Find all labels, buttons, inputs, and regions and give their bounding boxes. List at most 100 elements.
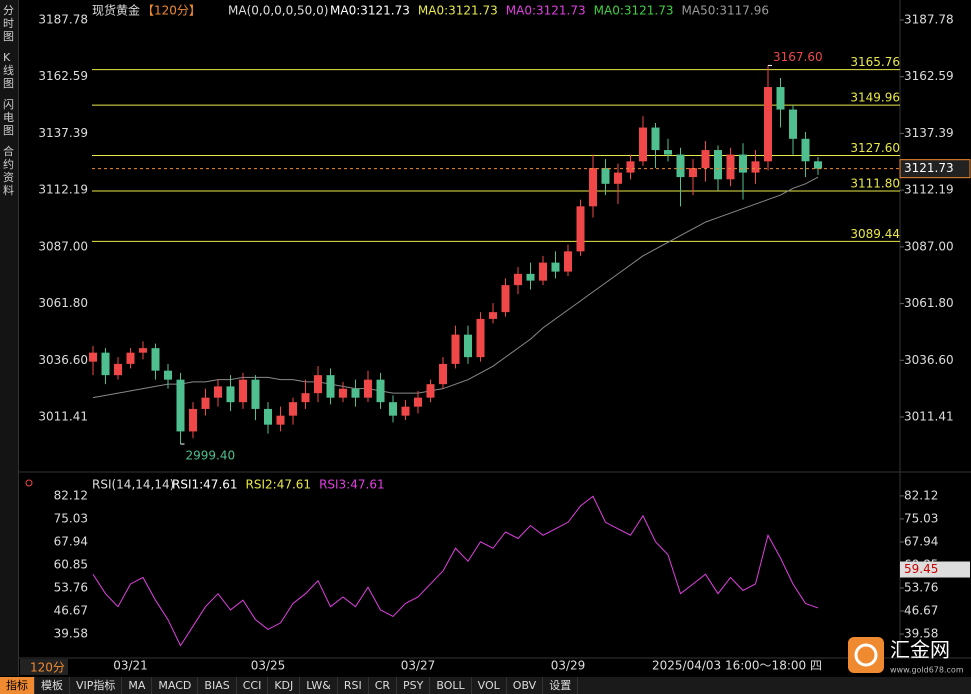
candle-body xyxy=(139,348,147,353)
period: 【120分】 xyxy=(142,4,201,18)
y-tick-label: 39.58 xyxy=(54,627,88,641)
y-tick-label: 3137.39 xyxy=(38,126,88,140)
candle-body xyxy=(89,352,97,362)
logo-url: www.gold678.com xyxy=(890,666,964,675)
level-label: 3089.44 xyxy=(850,227,900,241)
candle-body xyxy=(501,285,510,313)
indicator-tab[interactable]: LW& xyxy=(300,677,338,694)
candle-body xyxy=(264,408,272,425)
y-tick-label: 3112.19 xyxy=(904,183,954,197)
cursor-box xyxy=(900,561,970,578)
candle-body xyxy=(476,318,485,358)
candle-body xyxy=(726,154,735,180)
indicator-tab[interactable]: BOLL xyxy=(430,677,472,694)
indicator-tab[interactable]: RSI xyxy=(338,677,369,694)
cursor-time: 2025/04/03 16:00～18:00 四 xyxy=(652,659,822,673)
side-tab[interactable]: 分时图 xyxy=(3,4,14,43)
x-tick-label: 03/21 xyxy=(113,659,148,673)
footer-period: 120分 xyxy=(30,661,65,675)
legend-entry: RSI1:47.61 xyxy=(172,478,238,492)
candle-body xyxy=(226,386,235,403)
candle-body xyxy=(614,172,622,184)
candle-body xyxy=(326,375,335,398)
logo-icon xyxy=(854,643,878,667)
candle-body xyxy=(276,415,285,425)
candle-body xyxy=(489,312,497,319)
y-tick-label: 60.85 xyxy=(54,557,88,571)
candle-body xyxy=(376,379,385,403)
indicator-tab[interactable]: MACD xyxy=(152,677,199,694)
candle-body xyxy=(176,379,185,432)
candle-body xyxy=(801,138,810,162)
candle-body xyxy=(439,363,447,385)
indicator-tab[interactable]: OBV xyxy=(507,677,544,694)
candle-body xyxy=(189,408,197,432)
candle-body xyxy=(314,375,322,394)
y-tick-label: 3036.60 xyxy=(38,353,88,367)
y-tick-label: 3011.41 xyxy=(38,410,88,424)
y-tick-label: 3137.39 xyxy=(904,126,954,140)
instrument: 现货黄金 xyxy=(92,3,140,18)
candle-body xyxy=(539,262,547,281)
chart: 现货黄金 【120分】 MA(0,0,0,0,50,0) RSI(14,14,1… xyxy=(18,0,971,675)
indicator-tab[interactable]: CR xyxy=(369,677,398,694)
x-tick-label: 03/25 xyxy=(251,659,286,673)
y-tick-label: 3162.59 xyxy=(904,69,954,83)
logo-name: 汇金网 xyxy=(890,638,950,662)
x-tick-label: 03/29 xyxy=(551,659,586,673)
indicator-tab[interactable]: PSY xyxy=(397,677,431,694)
rsi-title: RSI(14,14,14) xyxy=(92,478,174,492)
candle-body xyxy=(339,388,347,398)
y-tick-label: 82.12 xyxy=(54,488,88,502)
candle-body xyxy=(464,334,472,358)
y-tick-label: 75.03 xyxy=(54,511,88,525)
side-tab[interactable]: 闪电图 xyxy=(3,98,14,137)
y-tick-label: 46.67 xyxy=(904,604,938,618)
candle-body xyxy=(301,393,310,403)
indicator-tab[interactable]: KDJ xyxy=(268,677,301,694)
candle-body xyxy=(251,379,260,409)
candle-body xyxy=(639,127,647,162)
candle-body xyxy=(714,150,722,180)
indicator-tab[interactable]: VOL xyxy=(472,677,507,694)
sidebar: 分时图 K线图闪电图合约资料 xyxy=(0,0,19,676)
indicator: MA(0,0,0,0,50,0) xyxy=(228,4,328,18)
indicator-tab[interactable]: 模板 xyxy=(35,677,70,694)
candle-body xyxy=(676,154,685,178)
rsi-line xyxy=(92,495,819,647)
level-label: 3127.60 xyxy=(850,141,900,155)
candle-body xyxy=(601,168,610,184)
indicator-tab[interactable]: BIAS xyxy=(198,677,237,694)
candle-body xyxy=(114,363,122,376)
candle-body xyxy=(764,87,772,162)
candle-body xyxy=(701,150,710,169)
candle-body xyxy=(564,251,572,272)
indicator-tab[interactable]: 指标 xyxy=(0,677,35,694)
candle-body xyxy=(126,352,135,364)
legend-entry: MA0:3121.73 xyxy=(330,4,410,18)
tab-bar: 指标 模板 VIP指标 MA MACD BIAS CCI KDJ LW& RSI CR PSY BOLL… xyxy=(0,677,971,694)
side-tab[interactable]: K线图 xyxy=(3,51,14,90)
candle-body xyxy=(576,206,585,252)
price-box xyxy=(899,159,971,179)
candle-body xyxy=(689,168,697,178)
y-tick-label: 39.58 xyxy=(904,627,938,641)
candle-body xyxy=(164,370,172,380)
y-tick-label: 53.76 xyxy=(904,580,938,594)
y-tick-label: 46.67 xyxy=(54,604,88,618)
legend-entry: MA0:3121.73 xyxy=(418,4,498,18)
indicator-tab[interactable]: VIP指标 xyxy=(70,677,123,694)
side-tab[interactable]: 合约资料 xyxy=(3,145,14,197)
indicator-tab[interactable]: CCI xyxy=(237,677,269,694)
indicator-tab[interactable]: 设置 xyxy=(543,677,579,694)
candle-body xyxy=(389,402,397,416)
legend-entry: RSI2:47.61 xyxy=(246,478,312,492)
y-tick-label: 3112.19 xyxy=(38,183,88,197)
legend-entry: RSI3:47.61 xyxy=(319,478,385,492)
candle-body xyxy=(426,384,435,398)
candle-body xyxy=(664,150,672,155)
candle-body xyxy=(101,352,110,376)
indicator-tab[interactable]: MA xyxy=(122,677,153,694)
y-tick-label: 3187.78 xyxy=(904,13,954,27)
